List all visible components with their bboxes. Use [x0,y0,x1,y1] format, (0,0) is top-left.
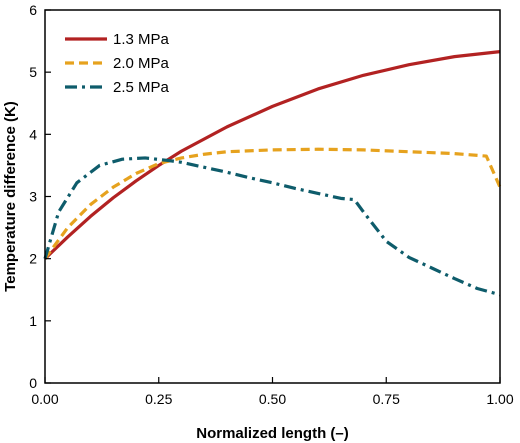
legend-label-3: 2.5 MPa [113,79,170,96]
y-tick-label: 0 [29,375,37,391]
series-line-2 [43,147,502,260]
y-tick-label: 4 [29,126,37,142]
series-line-3 [43,156,501,297]
x-tick-label: 0.75 [373,391,400,407]
ticks-layer: 0.00 0.25 0.50 0.75 1.00 0 1 2 3 4 5 6 [29,2,514,407]
series-line-1 [43,50,501,260]
legend-label-1: 1.3 MPa [113,31,170,48]
y-tick-label: 2 [29,251,37,267]
y-tick-label: 3 [29,189,37,205]
y-tick-label: 6 [29,2,37,18]
x-tick-label: 1.00 [486,391,513,407]
y-tick-label: 5 [29,64,37,80]
y-axis-label: Temperature difference (K) [2,101,19,292]
x-axis-label: Normalized length (–) [196,425,349,442]
y-tick-label: 1 [29,313,37,329]
series-layer [43,50,502,297]
legend-label-2: 2.0 MPa [113,55,170,72]
x-tick-label: 0.00 [31,391,58,407]
legend: 1.3 MPa 2.0 MPa 2.5 MPa [65,31,170,96]
x-tick-label: 0.25 [145,391,172,407]
x-tick-label: 0.50 [259,391,286,407]
